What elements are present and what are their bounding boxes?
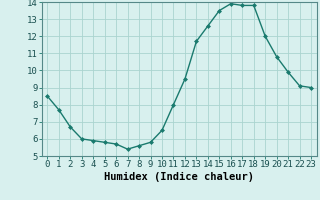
X-axis label: Humidex (Indice chaleur): Humidex (Indice chaleur) [104,172,254,182]
